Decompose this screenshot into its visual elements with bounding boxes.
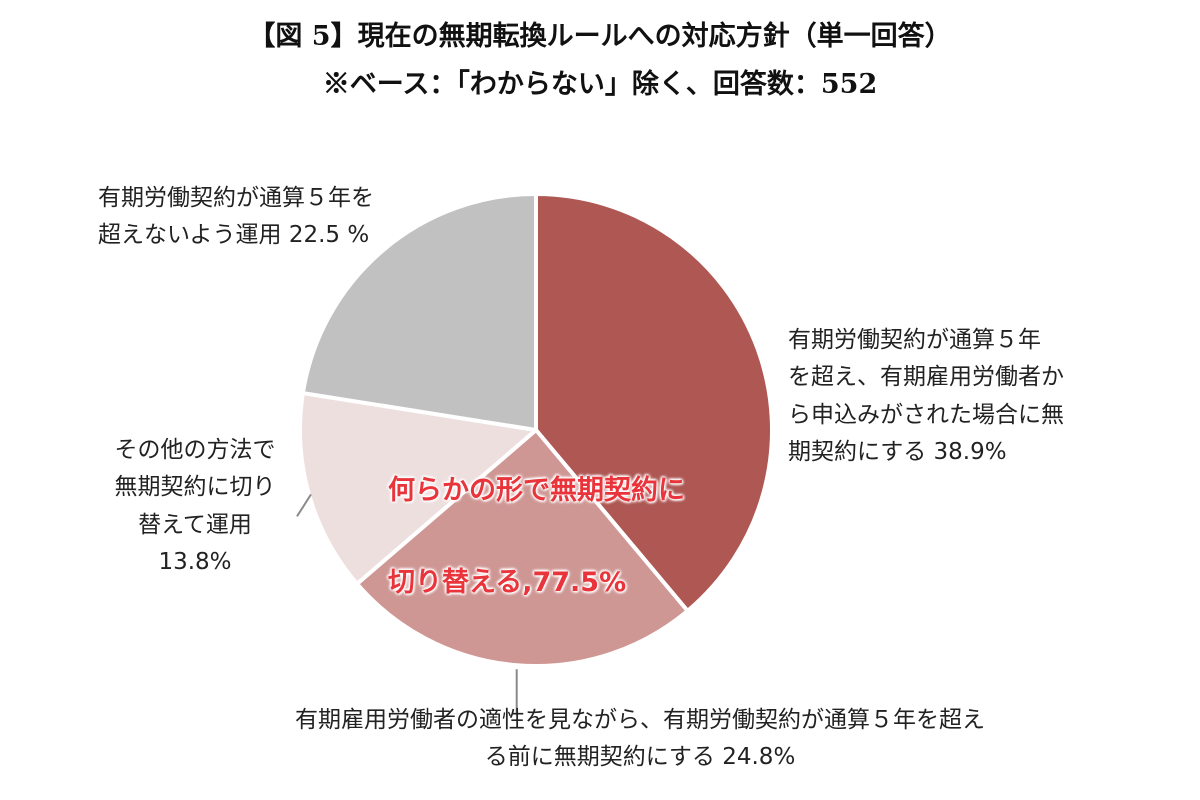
leader-line-other-method: [296, 493, 312, 517]
chart-subtitle: ※ベース：「わからない」除く、回答数：552: [322, 69, 878, 100]
pie-slice-other-method: [298, 391, 538, 586]
pie-slice-avoid-exceeding: [300, 192, 538, 432]
slice-label-avoid-exceeding: 有期労働契約が通算５年を 超えないよう運用 22.5 %: [98, 185, 374, 249]
slice-label-convert-on-request: 有期労働契約が通算５年 を超え、有期雇用労働者か ら申込みがされた場合に無 期契…: [788, 327, 1064, 465]
annotation-line2: 切り替える,77.5%: [388, 567, 627, 598]
pie-slice-convert-before-five-years: [355, 428, 690, 668]
chart-title: 【図 5】現在の無期転換ルールへの対応方針（単一回答）: [248, 21, 952, 52]
slice-label-other-method: その他の方法で 無期契約に切り 替えて運用 13.8%: [114, 437, 276, 575]
slice-label-convert-before-five-years: 有期雇用労働者の適性を見ながら、有期労働契約が通算５年を超え る前に無期契約にす…: [295, 707, 985, 771]
pie-slice-convert-on-request: [534, 192, 774, 613]
annotation-line1: 何らかの形で無期契約に: [388, 475, 685, 506]
